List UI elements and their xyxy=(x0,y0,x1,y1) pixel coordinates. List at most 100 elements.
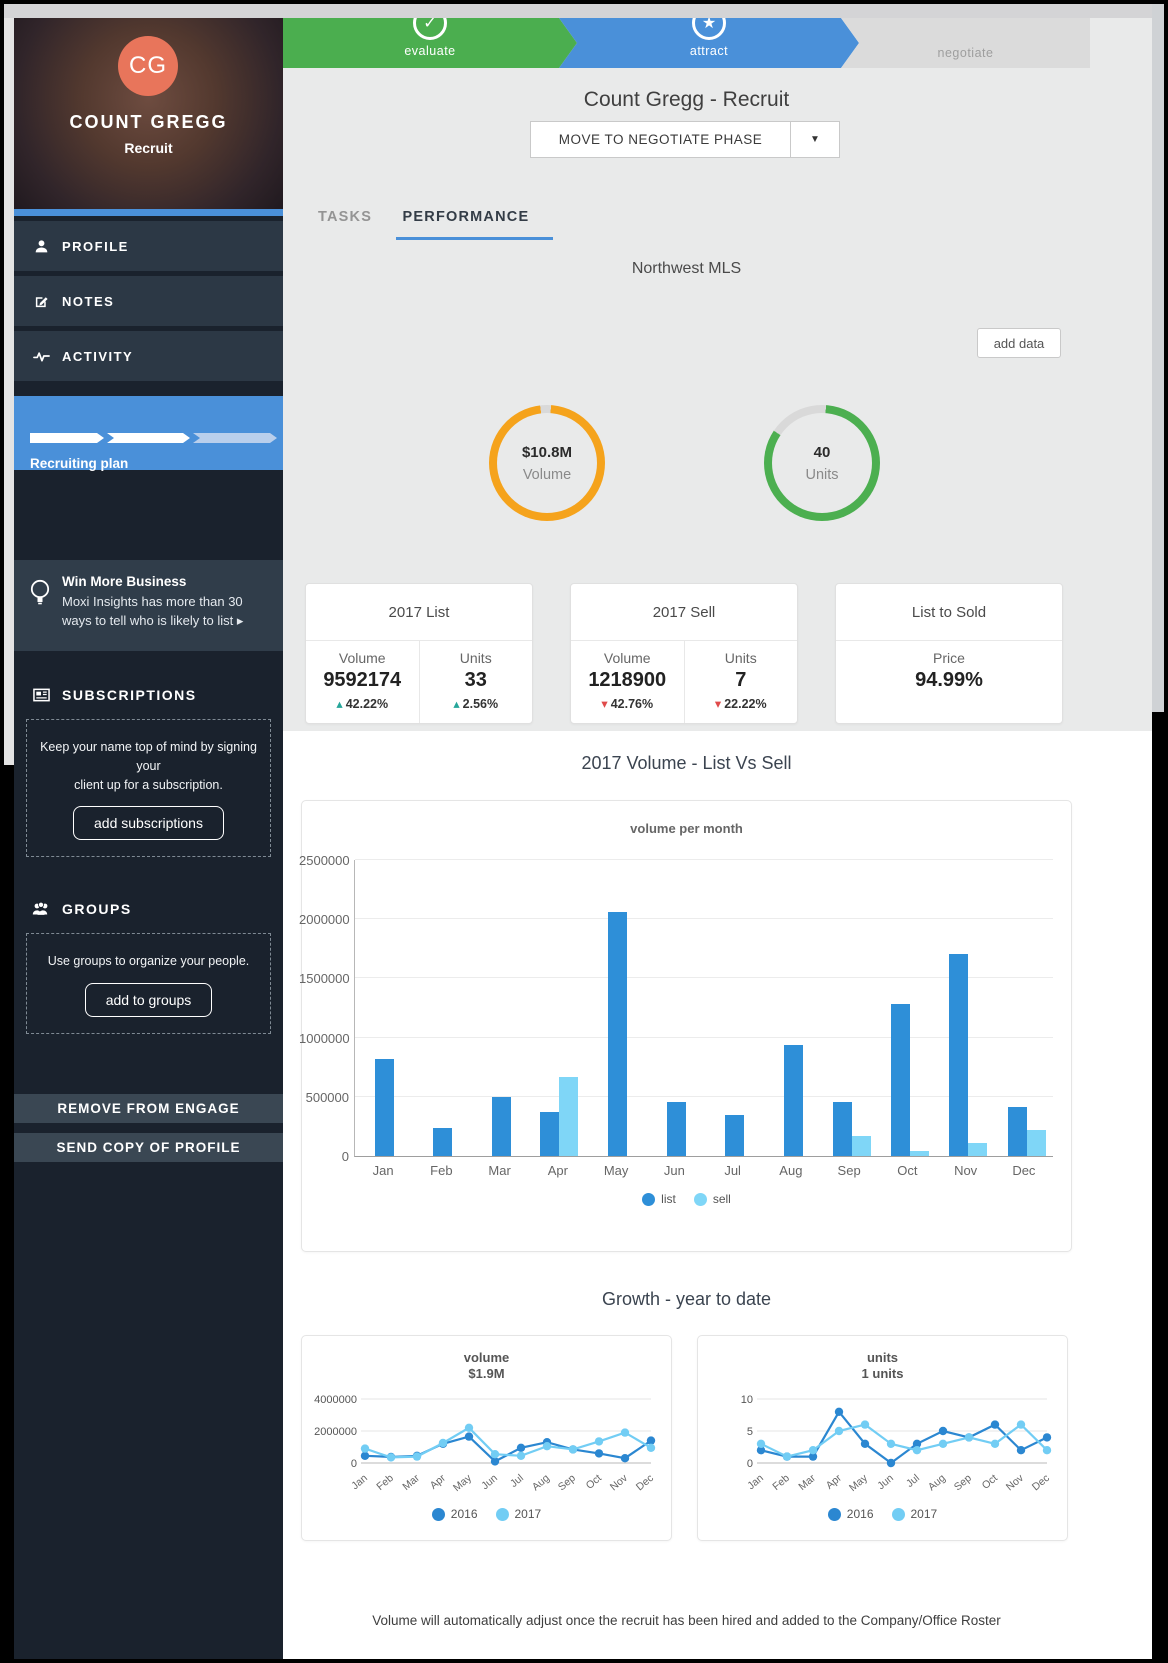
subscriptions-box: Keep your name top of mind by signing yo… xyxy=(26,719,271,858)
bar-group-feb xyxy=(413,860,471,1156)
bar-group-dec xyxy=(998,860,1056,1156)
lightbulb-icon xyxy=(28,574,62,651)
legend-dot-icon xyxy=(827,1507,841,1521)
list-bar[interactable] xyxy=(608,912,628,1156)
svg-text:Mar: Mar xyxy=(400,1472,422,1493)
list-bar[interactable] xyxy=(783,1044,803,1156)
sidebar: CG COUNT GREGG Recruit PROFILE NOTES ACT… xyxy=(14,18,283,1659)
user-icon xyxy=(30,239,52,254)
sell-bar[interactable] xyxy=(968,1142,988,1156)
bar-group-may xyxy=(589,860,647,1156)
svg-text:Aug: Aug xyxy=(925,1472,947,1493)
svg-text:Dec: Dec xyxy=(1029,1472,1051,1493)
svg-text:0: 0 xyxy=(746,1458,752,1470)
recruiting-plan-progress xyxy=(30,433,280,443)
legend-item[interactable]: list xyxy=(642,1192,676,1206)
svg-text:Nov: Nov xyxy=(607,1472,630,1494)
scrollbar-track[interactable] xyxy=(1152,4,1164,712)
tab-performance[interactable]: PERFORMANCE xyxy=(402,209,530,225)
list-bar[interactable] xyxy=(433,1127,453,1156)
legend-dot-icon xyxy=(693,1192,707,1206)
groups-heading: GROUPS xyxy=(30,901,283,917)
legend-dot-icon xyxy=(642,1192,656,1206)
sidebar-item-label: PROFILE xyxy=(62,238,129,254)
mls-title: Northwest MLS xyxy=(631,260,742,277)
list-bar[interactable] xyxy=(890,1004,910,1156)
subscriptions-heading: SUBSCRIPTIONS xyxy=(30,687,283,703)
legend-item[interactable]: 2017 xyxy=(495,1507,541,1521)
bar-group-oct xyxy=(881,860,939,1156)
phase-evaluate[interactable]: ✓ evaluate xyxy=(283,18,577,68)
svg-text:Jul: Jul xyxy=(903,1472,921,1490)
phase-attract[interactable]: ★ attract xyxy=(559,18,859,68)
sidebar-item-activity[interactable]: ACTIVITY xyxy=(14,331,283,381)
add-data-button[interactable]: add data xyxy=(977,328,1061,358)
bar-month-axis: Jan Feb Mar Apr May Jun Jul Aug Sep Oct Nov Dec xyxy=(372,1163,1036,1178)
sell-bar[interactable] xyxy=(1026,1129,1046,1156)
sell-bar[interactable] xyxy=(559,1076,579,1156)
legend-item[interactable]: 2017 xyxy=(891,1507,937,1521)
send-copy-of-profile-button[interactable]: SEND COPY OF PROFILE xyxy=(14,1133,283,1162)
list-bar[interactable] xyxy=(666,1101,686,1156)
bar-group-aug xyxy=(764,860,822,1156)
remove-from-engage-button[interactable]: REMOVE FROM ENGAGE xyxy=(14,1094,283,1123)
svg-text:Aug: Aug xyxy=(529,1472,551,1493)
sell-bar[interactable] xyxy=(909,1151,929,1156)
subscriptions-text: Keep your name top of mind by signing yo… xyxy=(40,740,257,792)
win-more-business-tip[interactable]: Win More Business Moxi Insights has more… xyxy=(14,560,283,651)
recruiting-plan-card[interactable]: Recruiting plan xyxy=(14,396,283,471)
accent-divider xyxy=(14,209,283,216)
sidebar-item-label: NOTES xyxy=(62,293,115,309)
svg-text:Jun: Jun xyxy=(479,1472,500,1492)
profile-header: CG COUNT GREGG Recruit xyxy=(14,18,283,209)
svg-text:10: 10 xyxy=(740,1394,752,1406)
list-bar[interactable] xyxy=(1007,1107,1027,1156)
legend-dot-icon xyxy=(891,1507,905,1521)
donut-value: $10.8M xyxy=(521,443,573,461)
caret-down-icon[interactable]: ▼ xyxy=(790,122,839,157)
progress-segment xyxy=(30,433,104,443)
groups-text: Use groups to organize your people. xyxy=(47,954,250,969)
phase-negotiate[interactable]: negotiate xyxy=(841,18,1090,68)
sell-bar[interactable] xyxy=(851,1135,871,1156)
recruit-role: Recruit xyxy=(124,140,173,156)
svg-text:0: 0 xyxy=(350,1458,356,1470)
tab-tasks[interactable]: TASKS xyxy=(318,209,373,225)
move-to-negotiate-button[interactable]: MOVE TO NEGOTIATE PHASE ▼ xyxy=(530,121,840,158)
donut-label: Units xyxy=(805,466,839,483)
bar-group-sep xyxy=(822,860,880,1156)
metric: Price 94.99% xyxy=(915,650,983,691)
svg-text:Jan: Jan xyxy=(349,1472,370,1492)
svg-text:May: May xyxy=(847,1472,870,1494)
svg-text:2000000: 2000000 xyxy=(314,1426,357,1438)
tab-bar: TASKS PERFORMANCE xyxy=(318,208,555,248)
legend-item[interactable]: 2016 xyxy=(431,1507,478,1521)
section-title-growth: Growth - year to date xyxy=(601,1289,772,1309)
list-bar[interactable] xyxy=(491,1096,511,1156)
bar-group-apr xyxy=(530,860,588,1156)
legend-item[interactable]: sell xyxy=(693,1192,731,1206)
legend-item[interactable]: 2016 xyxy=(827,1507,874,1521)
metric: Units 7 ▾ 22.22% xyxy=(683,641,798,723)
charts-area: 2017 Volume - List Vs Sell volume per mo… xyxy=(283,731,1152,1659)
svg-text:5: 5 xyxy=(746,1426,752,1438)
list-bar[interactable] xyxy=(540,1111,560,1156)
sidebar-item-profile[interactable]: PROFILE xyxy=(14,221,283,271)
sidebar-item-notes[interactable]: NOTES xyxy=(14,276,283,326)
list-bar[interactable] xyxy=(725,1114,745,1156)
progress-segment xyxy=(193,433,277,443)
delta-down-icon: ▾ xyxy=(601,697,608,711)
left-gutter xyxy=(4,18,14,765)
add-subscriptions-button[interactable]: add subscriptions xyxy=(73,806,224,841)
chart-legend: 2016 2017 xyxy=(698,1507,1067,1521)
list-bar[interactable] xyxy=(832,1101,852,1156)
recruit-name: COUNT GREGG xyxy=(69,112,228,132)
list-bar[interactable] xyxy=(949,953,969,1156)
progress-segment xyxy=(107,433,190,443)
list-bar[interactable] xyxy=(374,1058,394,1156)
stat-cards-row: 2017 List Volume 9592174 ▴ 42.22% Units 3… xyxy=(305,583,1100,724)
add-to-groups-button[interactable]: add to groups xyxy=(84,983,213,1017)
svg-text:Oct: Oct xyxy=(583,1472,603,1492)
donut-value: 40 xyxy=(813,443,831,461)
svg-text:Sep: Sep xyxy=(555,1472,577,1493)
